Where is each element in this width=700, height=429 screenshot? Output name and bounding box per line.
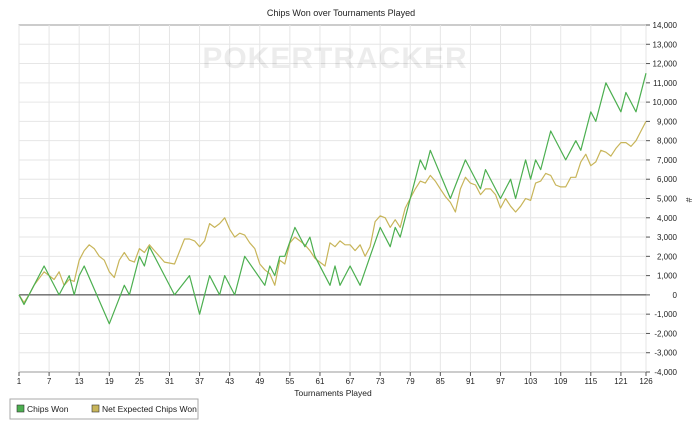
x-tick-label: 1 [17, 377, 22, 386]
y-tick-label: 13,000 [653, 40, 678, 49]
x-tick-label: 55 [285, 377, 294, 386]
y-tick-label: 6,000 [657, 175, 678, 184]
y-tick-label: -1,000 [654, 310, 677, 319]
x-tick-label: 31 [165, 377, 174, 386]
y-tick-label: -2,000 [654, 329, 677, 338]
y-tick-label: 5,000 [657, 195, 678, 204]
y-tick-label: 8,000 [657, 137, 678, 146]
x-tick-label: 109 [554, 377, 568, 386]
x-tick-label: 25 [135, 377, 144, 386]
x-tick-label: 61 [316, 377, 325, 386]
x-tick-label: 121 [614, 377, 628, 386]
y-tick-label: 7,000 [657, 156, 678, 165]
x-tick-label: 7 [47, 377, 52, 386]
series-lines [18, 73, 647, 325]
y-axis-label: # [684, 198, 694, 203]
x-tick-label: 126 [639, 377, 653, 386]
x-tick-label: 43 [225, 377, 234, 386]
y-tick-label: 10,000 [653, 98, 678, 107]
x-tick-label: 49 [255, 377, 264, 386]
y-tick-label: 3,000 [657, 233, 678, 242]
legend-swatch-net-expected-chips-won [91, 404, 100, 413]
y-tick-label: 4,000 [657, 214, 678, 223]
chart-title: Chips Won over Tournaments Played [267, 8, 415, 18]
y-tick-label: -3,000 [654, 349, 677, 358]
series-line-net-expected-chips-won [18, 121, 647, 304]
x-tick-label: 13 [75, 377, 84, 386]
x-tick-label: 85 [436, 377, 445, 386]
y-tick-label: 0 [673, 291, 678, 300]
y-tick-label: 14,000 [653, 21, 678, 30]
x-tick-label: 79 [406, 377, 415, 386]
legend-box [9, 398, 199, 420]
x-axis-ticks: 1 7 13 19 25 31 37 43 49 55 61 67 73 79 85 91 97 103 109 11… [17, 372, 653, 386]
x-tick-label: 91 [466, 377, 475, 386]
x-tick-label: 37 [195, 377, 204, 386]
x-tick-label: 115 [584, 377, 597, 386]
x-tick-label: 97 [496, 377, 505, 386]
legend-swatch-chips-won [16, 404, 25, 413]
x-tick-label: 103 [524, 377, 538, 386]
x-tick-label: 73 [376, 377, 385, 386]
x-tick-label: 19 [105, 377, 114, 386]
watermark-text: POKERTRACKER [202, 42, 467, 75]
y-tick-label: -4,000 [654, 368, 677, 377]
y-tick-label: 11,000 [653, 79, 677, 88]
legend-label-net-expected-chips-won: Net Expected Chips Won [102, 404, 197, 414]
y-tick-label: 2,000 [657, 252, 678, 261]
y-tick-label: 9,000 [657, 117, 678, 126]
y-tick-label: 1,000 [657, 272, 678, 281]
legend: Chips Won Net Expected Chips Won [16, 404, 197, 414]
y-axis-ticks: -4,000 -3,000 -2,000 -1,000 0 1,000 2,000 3,000… [646, 21, 678, 377]
legend-label-chips-won: Chips Won [27, 404, 69, 414]
series-line-chips-won [18, 73, 647, 325]
x-tick-label: 67 [346, 377, 355, 386]
x-axis-label: Tournaments Played [294, 388, 372, 398]
y-tick-label: 12,000 [653, 60, 678, 69]
